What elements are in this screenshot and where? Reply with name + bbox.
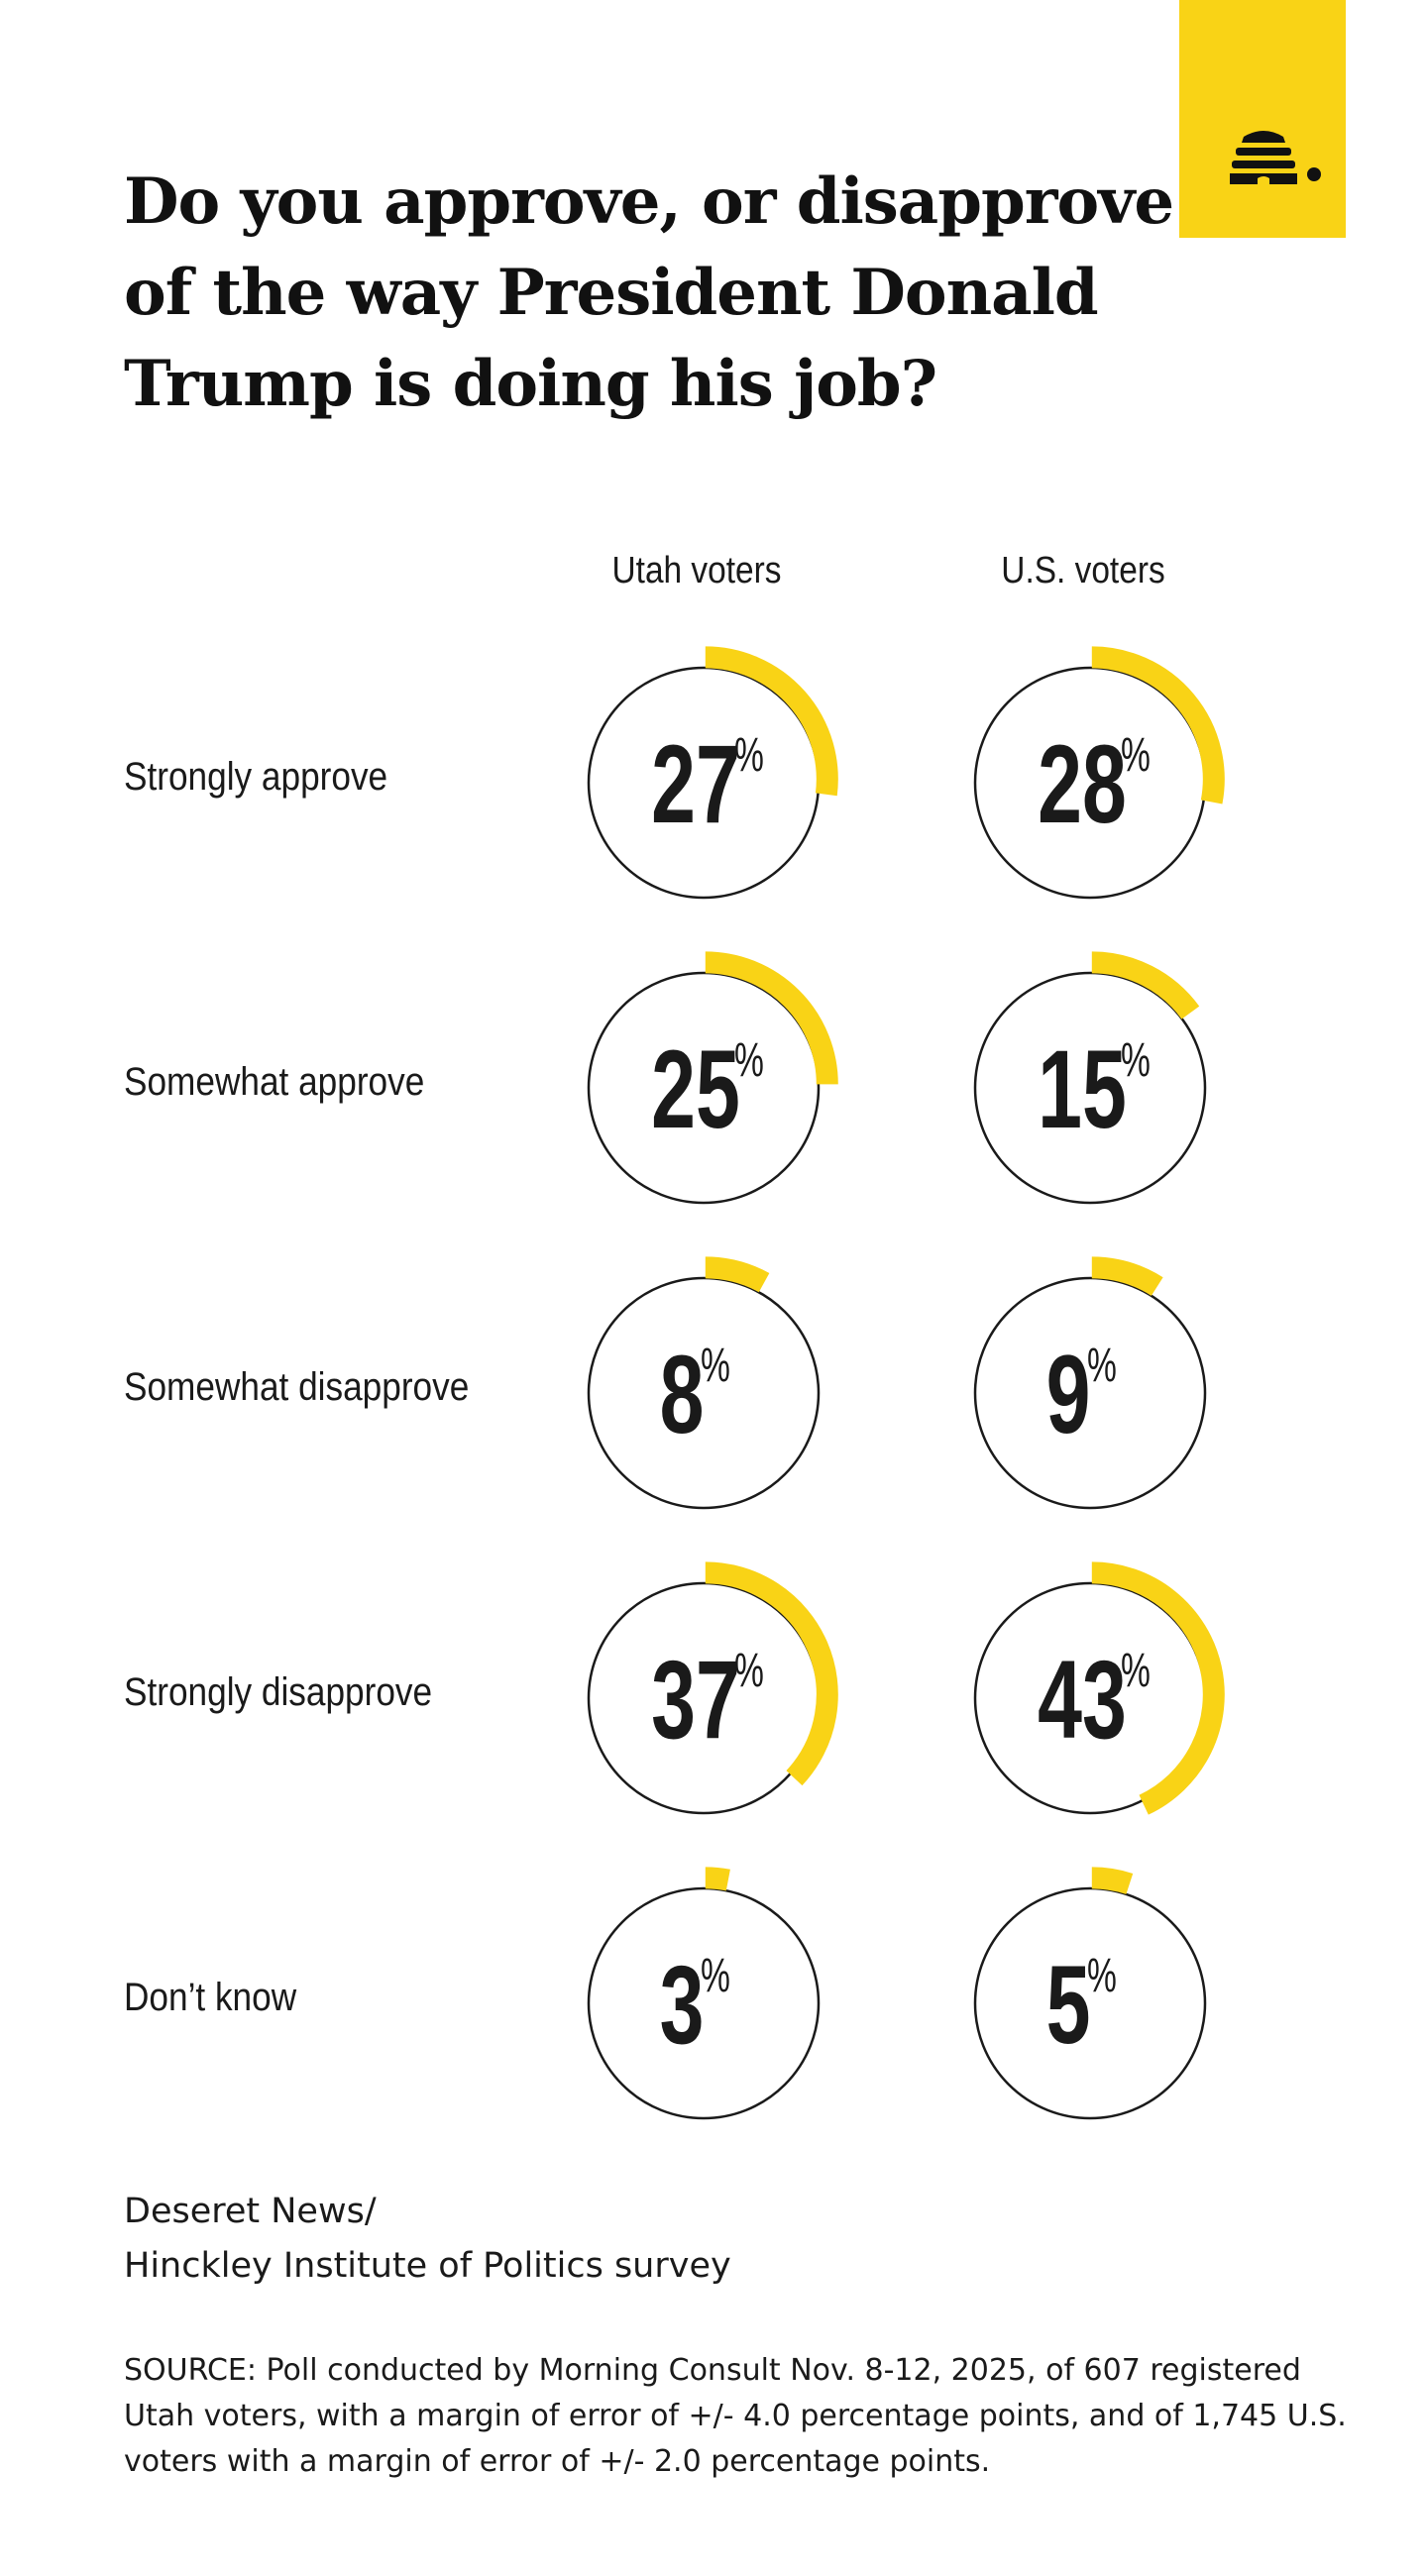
arc-utah-1 <box>705 951 838 1085</box>
survey-credit: Deseret News/ Hinckley Institute of Poli… <box>124 2185 1016 2294</box>
beehive-icon <box>1230 131 1297 184</box>
value-label-us-2: 9 <box>1046 1333 1091 1456</box>
ring-us-2 <box>973 1276 1207 1510</box>
value-label-utah-4: 3 <box>660 1943 705 2067</box>
column-header-utah: Utah voters <box>611 550 782 591</box>
row-label-somewhat-disapprove: Somewhat disapprove <box>124 1365 470 1409</box>
chart-title: Do you approve, or disapprove of the way… <box>124 164 1174 421</box>
value-label-us-0: 28 <box>1038 722 1127 846</box>
percent-sign-us-3: % <box>1121 1643 1151 1696</box>
arc-us-3 <box>1091 1561 1225 1815</box>
arc-utah-2 <box>705 1256 770 1293</box>
arc-us-2 <box>1091 1256 1163 1297</box>
percent-sign-us-1: % <box>1121 1032 1151 1086</box>
value-label-utah-0: 27 <box>651 722 740 846</box>
value-label-utah-2: 8 <box>660 1333 705 1456</box>
percent-sign-utah-3: % <box>734 1643 764 1696</box>
ring-utah-4 <box>587 1886 821 2120</box>
percent-sign-utah-4: % <box>701 1948 730 2001</box>
arc-utah-4 <box>705 1867 730 1891</box>
arc-utah-3 <box>705 1561 838 1786</box>
percent-sign-us-4: % <box>1087 1948 1117 2001</box>
brand-logo <box>1179 0 1346 238</box>
percent-sign-utah-0: % <box>734 727 764 781</box>
survey-credit-line-2: Hinckley Institute of Politics survey <box>124 2246 731 2286</box>
ring-utah-2 <box>587 1276 821 1510</box>
source-note: SOURCE: Poll conducted by Morning Consul… <box>124 2353 1347 2479</box>
arc-us-1 <box>1091 951 1200 1020</box>
value-label-us-4: 5 <box>1046 1943 1091 2067</box>
arc-utah-0 <box>705 646 838 797</box>
value-label-us-3: 43 <box>1038 1638 1127 1762</box>
arc-us-0 <box>1091 646 1225 805</box>
row-label-somewhat-approve: Somewhat approve <box>124 1060 425 1104</box>
percent-sign-utah-1: % <box>734 1032 764 1086</box>
survey-credit-line-1: Deseret News/ <box>124 2192 377 2231</box>
ring-utah-1 <box>587 971 821 1205</box>
ring-us-4 <box>973 1886 1207 2120</box>
value-label-utah-3: 37 <box>651 1638 740 1762</box>
percent-sign-utah-2: % <box>701 1338 730 1391</box>
percent-sign-us-0: % <box>1121 727 1151 781</box>
column-header-us: U.S. voters <box>1001 550 1165 591</box>
ring-us-1 <box>973 971 1207 1205</box>
row-label-strongly-approve: Strongly approve <box>124 755 388 799</box>
row-label-dont-know: Don’t know <box>124 1976 297 2019</box>
value-label-utah-1: 25 <box>651 1027 740 1151</box>
row-label-strongly-disapprove: Strongly disapprove <box>124 1670 433 1714</box>
percent-sign-us-2: % <box>1087 1338 1117 1391</box>
logo-dot <box>1307 167 1321 181</box>
arc-us-4 <box>1091 1867 1134 1894</box>
value-label-us-1: 15 <box>1038 1027 1127 1151</box>
